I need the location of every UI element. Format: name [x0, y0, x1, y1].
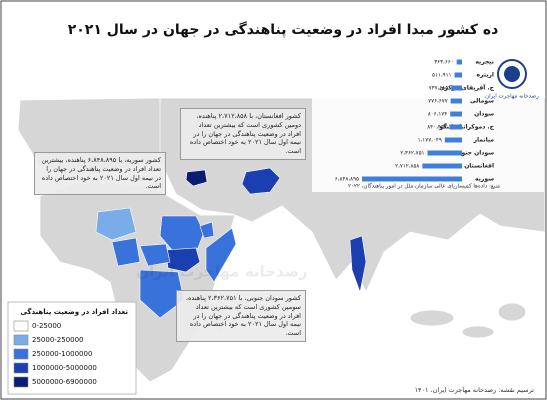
refugee-countries [95, 167, 367, 319]
bar-value-label: ۳۶۳،۶۶۰ [434, 60, 454, 66]
bar [450, 98, 462, 104]
bar [444, 137, 462, 143]
bar-value-label: ۱،۱۷۷،۰۴۹ [418, 138, 442, 144]
legend-swatch [13, 376, 29, 388]
watermark: رصدخانه مهاجرت ایران [136, 263, 308, 281]
credit: ترسیم نقشه: رصدخانه مهاجرت ایران، ۱۴۰۱ [415, 386, 535, 394]
bar-category: سودان [474, 111, 494, 118]
callout-afghanistan: کشور افغانستان، با ۲،۷۱۲،۸۵۸ پناهنده، دو… [180, 108, 306, 160]
legend-label: 5000000-6900000 [32, 378, 97, 386]
bar-value-label: ۸۴۰،۴۵۳ [427, 125, 447, 131]
title: ده کشور مبدا افراد در وضعیت پناهندگی در … [68, 21, 499, 38]
legend-swatch [13, 334, 29, 346]
bar-category: میانمار [473, 137, 495, 144]
legend-title: تعداد افراد در وضعیت پناهندگی [20, 307, 128, 316]
legend-label: 1000000-5000000 [32, 364, 97, 372]
legend-swatch [13, 320, 29, 332]
bar [451, 85, 462, 91]
bar [449, 124, 462, 130]
bar-category: ج. دموکراتیک کنگو [438, 123, 494, 131]
bar [454, 72, 462, 78]
bar-category: سودان جنوبی [453, 150, 494, 157]
bar [362, 176, 462, 182]
legend-label: 250000-1000000 [32, 350, 92, 358]
legend-label: 0-25000 [32, 322, 61, 330]
bar-value-label: ۷۳۷،۶۸۵ [429, 86, 449, 92]
bar-value-label: ۸۰۶،۱۷۴ [428, 112, 448, 118]
source: منبع: داده‌ها کمیساریای عالی سازمان ملل … [348, 183, 500, 190]
callout-south-sudan: کشور سودان جنوبی، با ۲،۳۶۲،۷۵۱ پناهنده، … [176, 290, 306, 342]
bar-value-label: ۵۱۱،۹۱۱ [432, 73, 452, 79]
bar [427, 150, 462, 156]
bar-value-label: ۲،۷۱۲،۸۵۸ [395, 164, 419, 170]
bar-category: نیجریه [475, 59, 494, 66]
bar [456, 59, 462, 65]
bar-category: سومالی [470, 98, 494, 105]
callout-syria: کشور سوریه، با ۶،۸۴۸،۸۹۵ پناهنده، بیشتری… [34, 152, 166, 196]
legend-box [7, 301, 137, 395]
legend-swatch [13, 362, 29, 374]
bar-value-label: ۲،۳۶۲،۷۵۱ [400, 151, 424, 157]
logo-text: رصدخانه مهاجرت ایران [485, 94, 539, 100]
bar-value-label: ۷۷۶،۶۷۷ [428, 99, 448, 105]
bar-category: اریتره [477, 72, 495, 79]
legend-swatch [13, 348, 29, 360]
bar-value-label: ۶،۸۴۸،۸۹۵ [335, 177, 359, 183]
bar-category: افغانستان [464, 163, 494, 170]
bar [450, 111, 462, 117]
bar-category: ج. آفریقای مرکزی [439, 83, 495, 92]
legend-label: 25000-250000 [32, 336, 84, 344]
logo-mark [504, 66, 520, 82]
bar [422, 163, 462, 169]
bar-category: سوریه [475, 176, 494, 183]
